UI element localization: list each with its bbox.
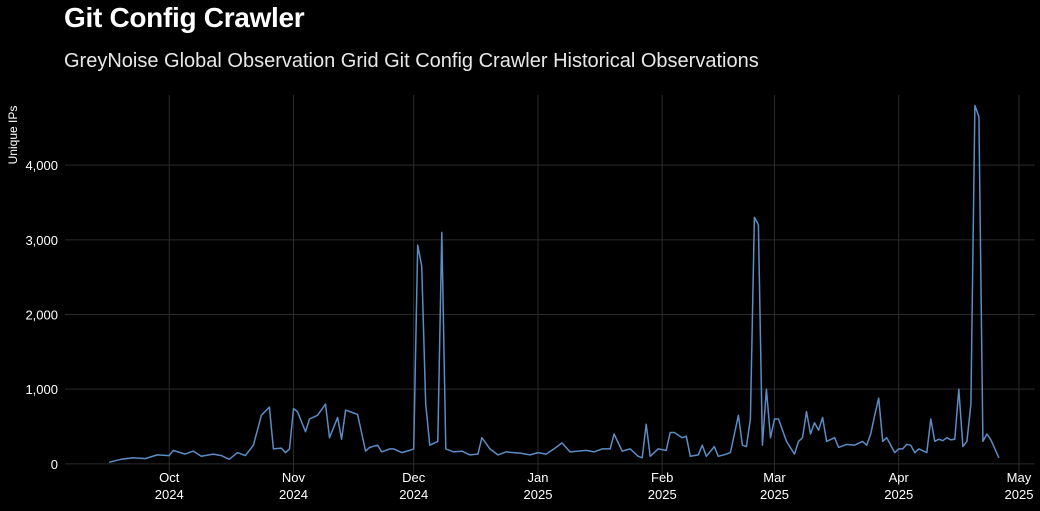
x-tick-month: Jan [527, 470, 548, 485]
chart-title: Git Config Crawler [64, 2, 305, 33]
y-tick-label: 1,000 [25, 382, 58, 397]
x-tick-year: 2025 [1005, 487, 1034, 502]
x-tick-year: 2025 [648, 487, 677, 502]
x-tick-month: Nov [282, 470, 306, 485]
y-tick-label: 4,000 [25, 158, 58, 173]
x-tick-year: 2024 [155, 487, 184, 502]
y-tick-label: 3,000 [25, 233, 58, 248]
x-tick-year: 2025 [760, 487, 789, 502]
x-tick-month: May [1007, 470, 1032, 485]
x-tick-month: Dec [402, 470, 426, 485]
x-tick-year: 2025 [884, 487, 913, 502]
y-tick-label: 2,000 [25, 307, 58, 322]
chart-subtitle: GreyNoise Global Observation Grid Git Co… [64, 50, 759, 72]
x-tick-month: Apr [889, 470, 910, 485]
x-tick-month: Feb [651, 470, 673, 485]
x-tick-year: 2025 [524, 487, 553, 502]
y-tick-label: 0 [51, 457, 58, 472]
x-tick-year: 2024 [279, 487, 308, 502]
x-tick-month: Oct [159, 470, 180, 485]
unique-ips-series-line [108, 104, 1000, 464]
x-tick-year: 2024 [399, 487, 428, 502]
x-tick-month: Mar [763, 470, 786, 485]
